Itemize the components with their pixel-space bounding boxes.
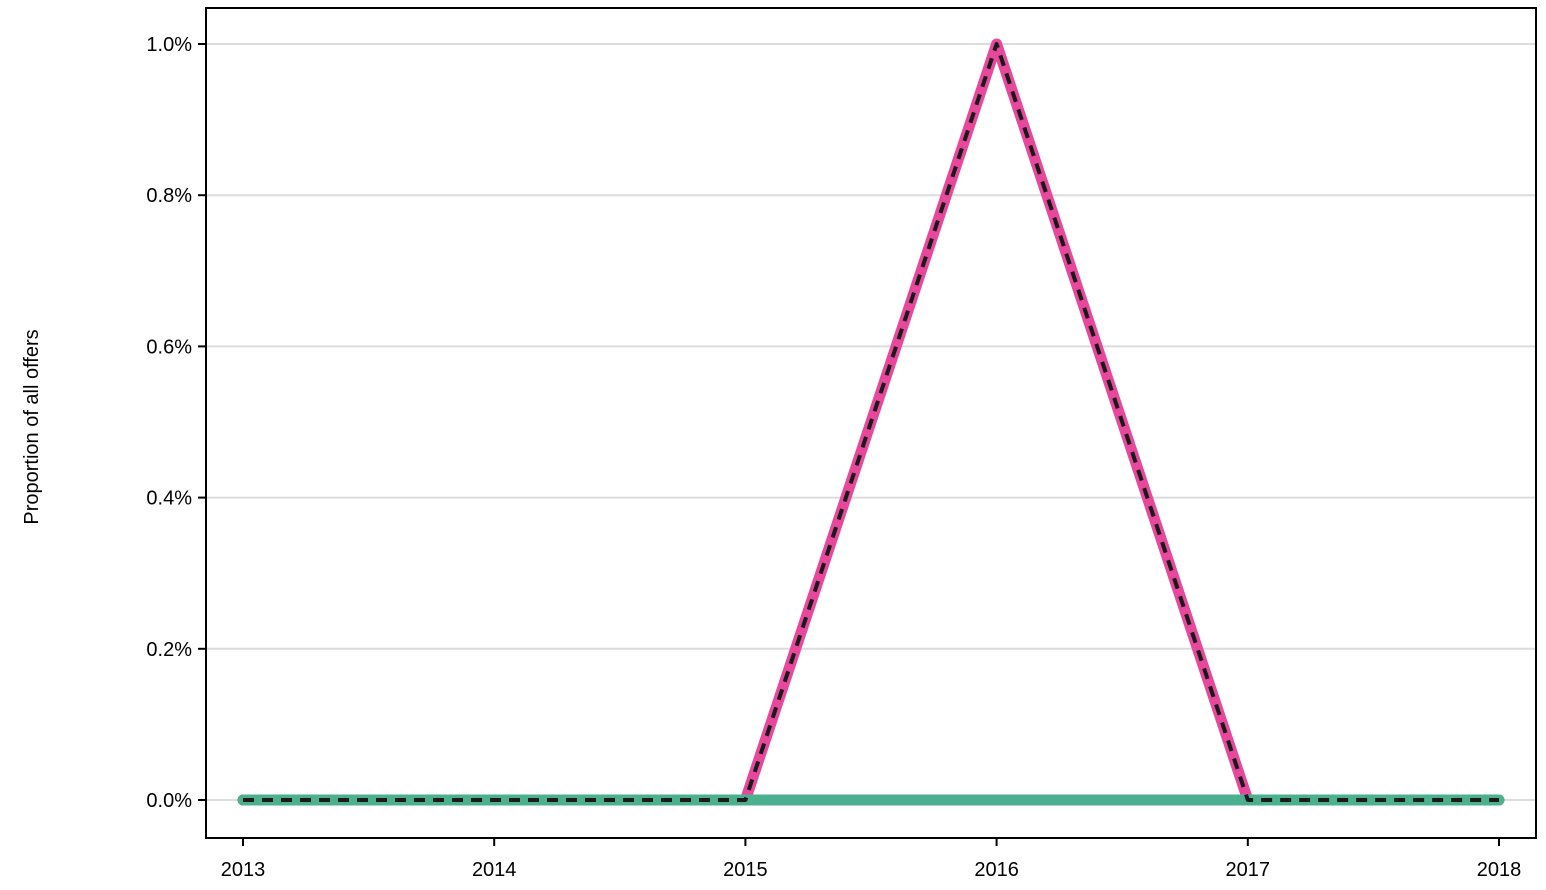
x-tick-label: 2013 (221, 859, 266, 881)
series-lines (237, 38, 1505, 806)
y-axis: 0.0% 0.2% 0.4% 0.6% 0.8% 1.0% (146, 34, 206, 812)
y-tick-label: 0.0% (146, 790, 192, 812)
x-tick-label: 2016 (974, 859, 1019, 881)
x-tick-label: 2015 (723, 859, 768, 881)
y-tick-label: 0.2% (146, 639, 192, 661)
x-tick-label: 2017 (1226, 859, 1271, 881)
y-tick-label: 0.4% (146, 488, 192, 510)
series-line-3 (243, 42, 1499, 802)
y-tick-label: 0.8% (146, 185, 192, 207)
plot-frame (205, 7, 1537, 839)
x-tick-label: 2018 (1477, 859, 1522, 881)
x-axis: 2013 2014 2015 2016 2017 2018 (221, 838, 1522, 881)
y-axis-title: Proportion of all offers (21, 329, 43, 524)
y-tick-label: 0.6% (146, 336, 192, 358)
y-tick-label: 1.0% (146, 34, 192, 56)
x-tick-label: 2014 (472, 859, 517, 881)
